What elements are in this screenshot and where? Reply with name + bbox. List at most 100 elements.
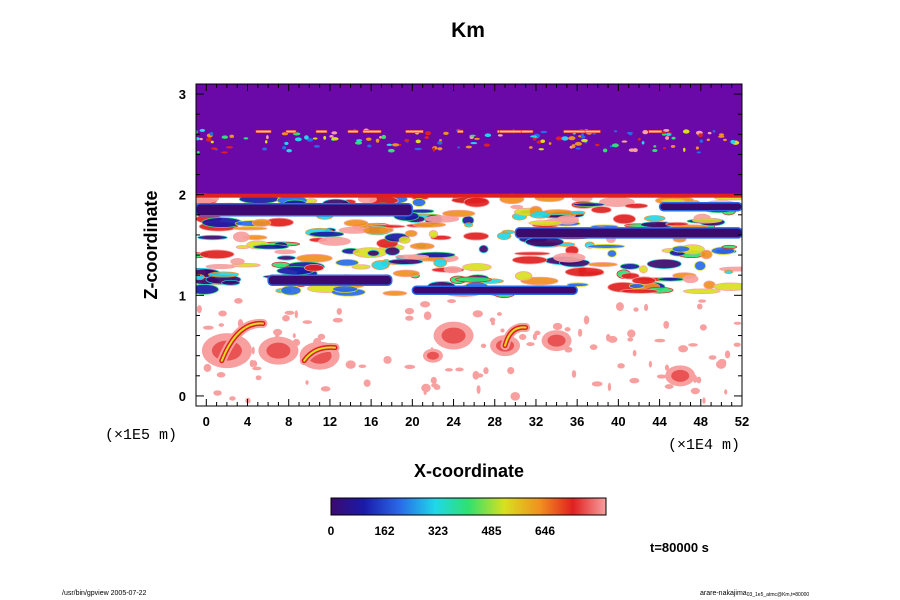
convective-speck bbox=[708, 355, 717, 360]
convective-speck bbox=[480, 343, 487, 349]
plume-core bbox=[303, 346, 337, 362]
convective-speck bbox=[648, 360, 653, 368]
turbulent-cell bbox=[462, 263, 492, 272]
turbulent-band bbox=[267, 274, 393, 286]
turbulent-cell bbox=[570, 210, 586, 215]
speck-streak bbox=[405, 129, 424, 134]
convective-speck bbox=[717, 358, 727, 366]
plume-core bbox=[504, 326, 527, 347]
turbulent-cell bbox=[455, 276, 492, 283]
turbulent-cell bbox=[657, 277, 685, 282]
turbulent-cell bbox=[587, 244, 626, 249]
turbulent-cell bbox=[682, 274, 699, 284]
convective-speck bbox=[733, 321, 742, 325]
turbulent-cell bbox=[639, 265, 648, 274]
turbulent-cell bbox=[280, 285, 302, 296]
convective-speck bbox=[617, 363, 625, 369]
turbulent-cell bbox=[724, 269, 734, 274]
speck bbox=[286, 149, 292, 153]
speck bbox=[457, 146, 460, 149]
convective-speck bbox=[430, 376, 437, 384]
footer-left: /usr/bin/gpview 2005-07-22 bbox=[62, 590, 147, 597]
convective-speck bbox=[245, 397, 251, 404]
turbulent-cell bbox=[304, 264, 324, 272]
speck bbox=[404, 139, 410, 142]
speck bbox=[580, 133, 584, 137]
colorbar-ticks: 0 162 323 485 646 bbox=[328, 524, 556, 538]
convective-speck bbox=[552, 322, 563, 331]
turbulent-cell bbox=[371, 260, 390, 271]
plume-core bbox=[220, 322, 264, 362]
speck bbox=[663, 128, 670, 132]
speck bbox=[221, 135, 228, 139]
speck bbox=[329, 135, 334, 138]
speck bbox=[365, 137, 372, 141]
convective-speck bbox=[404, 307, 415, 315]
speck-streak bbox=[648, 129, 663, 134]
speck bbox=[484, 133, 492, 138]
convective-speck bbox=[632, 349, 637, 357]
convective-speck bbox=[627, 329, 636, 338]
speck bbox=[331, 131, 338, 135]
speck bbox=[540, 139, 546, 144]
speck bbox=[331, 137, 339, 141]
convective-speck bbox=[273, 328, 283, 336]
y-tick-label: 0 bbox=[179, 389, 186, 404]
speck bbox=[424, 131, 432, 136]
speck-streak bbox=[456, 129, 464, 134]
x-tick-label: 4 bbox=[244, 414, 252, 429]
speck bbox=[386, 143, 393, 146]
turbulent-cell bbox=[713, 282, 742, 291]
speck bbox=[243, 137, 249, 140]
convective-speck bbox=[455, 367, 464, 372]
speck bbox=[568, 136, 576, 141]
convective-speck bbox=[698, 299, 707, 303]
x-axis-ticks: 0 4 8 12 16 20 24 28 32 36 40 44 48 52 bbox=[203, 84, 749, 429]
colorbar-tick-label: 485 bbox=[481, 524, 501, 538]
turbulent-cell bbox=[221, 279, 241, 286]
convective-speck bbox=[699, 324, 707, 331]
y-axis-ticks: 0 1 2 3 bbox=[179, 87, 742, 404]
speck-streak bbox=[285, 129, 297, 134]
speck bbox=[265, 140, 268, 144]
speck bbox=[266, 135, 269, 140]
turbulent-cell bbox=[496, 231, 512, 241]
speck bbox=[211, 147, 218, 150]
convective-speck bbox=[218, 310, 227, 317]
turbulent-cell bbox=[628, 283, 645, 289]
convective-speck bbox=[489, 317, 496, 323]
convective-speck bbox=[696, 303, 703, 310]
speck bbox=[443, 131, 449, 135]
turbulent-cell bbox=[395, 254, 430, 259]
convective-speck bbox=[591, 381, 603, 387]
speck-streak bbox=[563, 129, 586, 134]
turbulent-band bbox=[658, 202, 742, 212]
speck bbox=[696, 151, 702, 154]
x-tick-label: 48 bbox=[694, 414, 708, 429]
speck bbox=[707, 131, 712, 135]
turbulent-cell bbox=[343, 219, 369, 227]
turbulent-cell bbox=[587, 262, 618, 267]
speck bbox=[712, 129, 716, 133]
speck bbox=[699, 139, 704, 143]
convective-speck bbox=[404, 364, 416, 369]
speck bbox=[294, 137, 302, 142]
convective-speck bbox=[507, 366, 515, 375]
turbulent-cell bbox=[274, 249, 297, 255]
convective-speck bbox=[690, 387, 700, 395]
convective-speck bbox=[282, 315, 290, 322]
colorbar-gradient bbox=[330, 497, 607, 516]
speck bbox=[284, 141, 289, 145]
turbulent-cell bbox=[572, 202, 605, 207]
convective-speck bbox=[213, 390, 222, 396]
speck bbox=[555, 136, 563, 141]
turbulent-cell bbox=[646, 258, 682, 270]
convective-speck bbox=[302, 320, 313, 324]
speck bbox=[613, 130, 618, 133]
convective-speck bbox=[218, 323, 225, 327]
x-tick-label: 44 bbox=[652, 414, 667, 429]
speck bbox=[530, 135, 538, 138]
convective-speck bbox=[317, 333, 326, 340]
turbulent-cell bbox=[232, 231, 250, 243]
convective-core bbox=[547, 334, 566, 347]
